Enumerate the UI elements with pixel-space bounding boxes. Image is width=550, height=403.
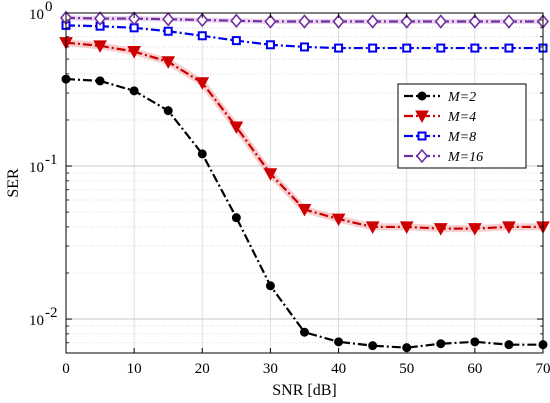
legend-entry: M=8 (404, 130, 476, 145)
x-axis-label: SNR [dB] (272, 382, 336, 399)
data-point (263, 168, 278, 181)
legend-label: M=8 (447, 130, 476, 145)
data-point (470, 43, 480, 53)
y-tick-label-base: 10 (29, 7, 44, 23)
legend: M=2 M=4 M=8 M=16 (397, 83, 527, 169)
x-tick-label: 20 (195, 361, 210, 377)
data-point (128, 11, 141, 26)
series-m-2 (61, 74, 548, 353)
data-point (470, 337, 480, 347)
data-point (368, 43, 378, 53)
y-tick-label: 10 (29, 7, 44, 23)
y-tick-label-base: 10 (29, 160, 44, 176)
data-point (365, 221, 380, 234)
data-point (129, 86, 139, 96)
data-point (468, 14, 481, 29)
y-tick-label-exponent: 0 (45, 0, 53, 15)
x-tick-label: 0 (62, 361, 70, 377)
x-tick-label: 60 (467, 361, 482, 377)
x-tick-label: 50 (399, 361, 414, 377)
data-point (300, 42, 309, 52)
data-point (163, 106, 173, 116)
data-point (197, 31, 207, 41)
data-point (334, 43, 344, 53)
legend-label: M=16 (447, 150, 483, 165)
data-point (163, 26, 173, 36)
y-tick-label-exponent: -1 (45, 152, 58, 168)
data-point (195, 77, 210, 90)
x-tick-label: 40 (331, 361, 346, 377)
data-point (399, 221, 414, 234)
data-point (196, 12, 209, 28)
legend-marker (417, 131, 427, 141)
y-axis-label: SER (5, 168, 22, 198)
data-point (400, 14, 413, 29)
data-point (265, 40, 275, 50)
data-point (502, 14, 515, 29)
data-point (231, 36, 241, 46)
data-point (436, 43, 446, 53)
data-point (436, 339, 446, 349)
plot-frame (65, 12, 544, 354)
data-point (127, 46, 141, 59)
data-point (94, 11, 107, 26)
data-point (161, 56, 176, 69)
data-point (162, 12, 175, 27)
data-point (332, 14, 345, 29)
legend-marker (415, 148, 429, 164)
x-tick-label: 10 (127, 361, 142, 377)
data-point (368, 341, 378, 351)
data-point (504, 43, 514, 53)
data-point (331, 213, 346, 227)
data-point (504, 340, 514, 350)
data-point (197, 149, 207, 159)
series-m-4 (59, 37, 550, 236)
legend-entry: M=4 (404, 110, 476, 125)
x-tick-label: 70 (536, 361, 550, 377)
data-point (300, 327, 309, 337)
y-tick-label-exponent: -2 (45, 305, 58, 321)
y-tick-label-base: 10 (29, 313, 44, 329)
legend-entry: M=16 (404, 148, 483, 165)
data-point (298, 14, 311, 29)
legend-label: M=2 (447, 90, 476, 105)
data-point (264, 14, 277, 29)
x-tick-label: 30 (263, 361, 278, 377)
data-point (434, 14, 447, 29)
data-point (230, 13, 243, 28)
data-point (93, 40, 107, 53)
legend-marker (417, 91, 427, 101)
series-m-16 (59, 10, 550, 29)
data-point (402, 43, 412, 53)
grid (65, 12, 544, 354)
y-tick-label: 10 (29, 160, 44, 176)
data-point (433, 223, 448, 236)
data-point (366, 14, 379, 29)
data-point (297, 203, 312, 217)
data-point (231, 213, 241, 223)
data-point (265, 281, 275, 291)
legend-marker (415, 110, 429, 124)
legend-label: M=4 (447, 110, 476, 125)
data-point (502, 221, 516, 234)
data-point (229, 121, 244, 135)
data-point (468, 223, 482, 236)
data-point (334, 337, 344, 347)
data-point (95, 76, 105, 86)
y-tick-label: 10 (29, 313, 44, 329)
legend-entry: M=2 (404, 90, 476, 105)
series-layer (59, 10, 550, 353)
